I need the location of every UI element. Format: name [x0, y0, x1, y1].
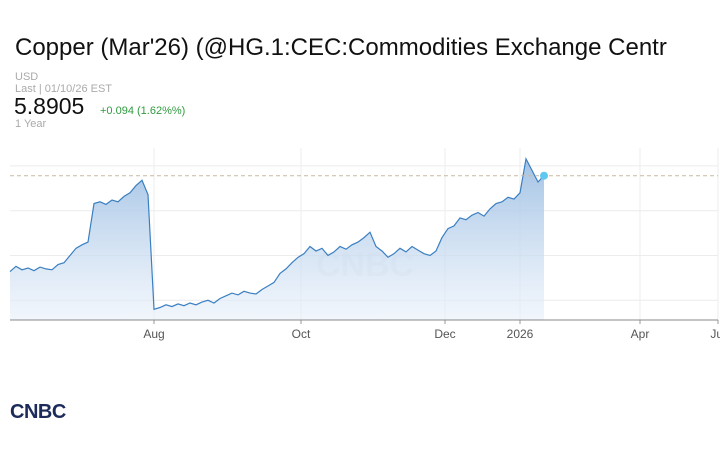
line: [9, 156, 545, 311]
chart-title: Copper (Mar'26) (@HG.1:CEC:Commodities E…: [15, 34, 667, 61]
x-tick-label: Dec: [434, 327, 455, 341]
x-tick-label: Aug: [143, 327, 164, 341]
price-change: +0.094 (1.62%%): [100, 105, 185, 117]
plot-layer: Aug Oct Dec 2026 Apr Jul: [9, 148, 720, 341]
x-tick-label: Apr: [631, 327, 650, 341]
currency: USD: [15, 71, 38, 83]
logo: CNBC: [10, 401, 66, 423]
last-point: [540, 171, 548, 180]
range-label: 1 Year: [15, 118, 47, 130]
x-tick-label: Oct: [292, 327, 311, 341]
last-updated: Last | 01/10/26 EST: [15, 83, 112, 95]
area: [10, 158, 544, 320]
x-tick-label: 2026: [507, 327, 534, 341]
x-tick-label: Jul: [710, 327, 720, 341]
price: 5.8905: [14, 93, 84, 119]
